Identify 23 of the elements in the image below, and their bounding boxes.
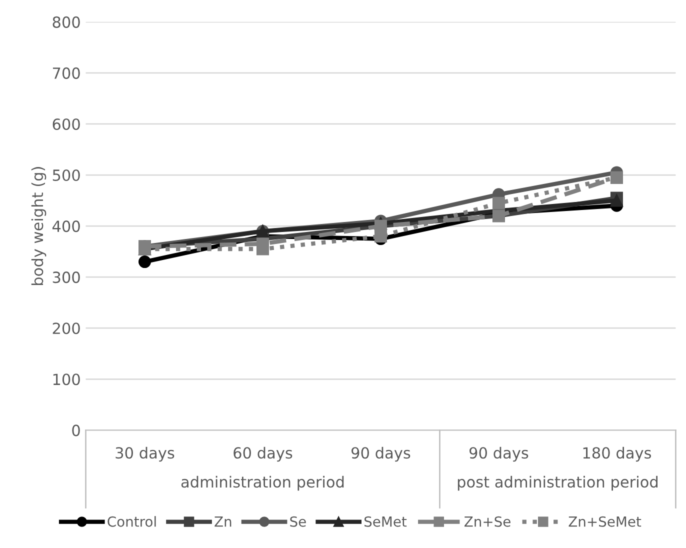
x-tick-label: 60 days: [234, 446, 292, 462]
y-tick-label: 700: [52, 67, 80, 79]
y-tick-label: 400: [52, 220, 80, 232]
legend-label: SeMet: [364, 516, 407, 527]
text: administration period: [181, 476, 344, 491]
y-tick-label: 200: [52, 322, 80, 334]
y-tick-label: 0: [72, 424, 80, 436]
legend-label: Zn+SeMet: [568, 516, 642, 527]
x-tick-label: 90 days: [352, 446, 410, 462]
legend-label: Control: [108, 516, 156, 527]
y-axis-title: body weight (g): [31, 167, 46, 285]
y-tick-label: 100: [53, 374, 80, 386]
legend-label: Se: [290, 516, 306, 527]
y-tick-label: 800: [52, 16, 80, 28]
x-tick-label: 180 days: [583, 446, 652, 462]
x-tick-label: 90 days: [470, 446, 528, 462]
y-tick-label: 500: [52, 169, 80, 182]
x-tick-label: 30 days: [116, 446, 174, 462]
text: post administration period: [458, 476, 658, 491]
legend-label: Zn: [214, 516, 232, 527]
y-tick-label: 600: [52, 118, 80, 130]
y-tick-label: 300: [52, 272, 80, 284]
legend-label: Zn+Se: [464, 516, 510, 527]
